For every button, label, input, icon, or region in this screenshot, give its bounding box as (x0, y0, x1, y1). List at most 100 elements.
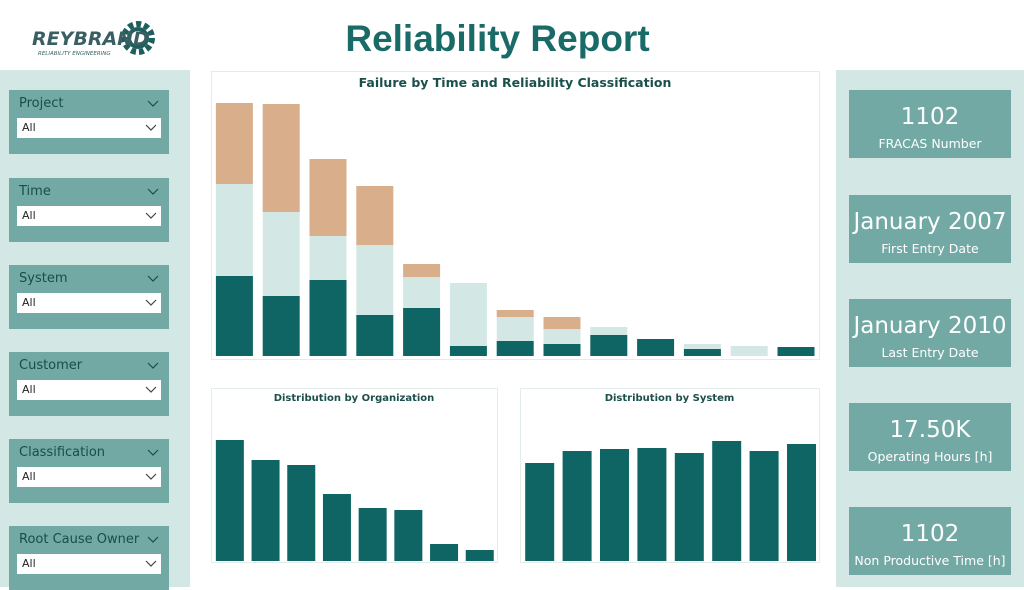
bar-segment (590, 327, 628, 335)
kpi-label: Last Entry Date (881, 345, 979, 360)
bar-segment (309, 236, 347, 280)
kpi-value: 1102 (900, 521, 960, 547)
dropdown-icon (145, 212, 157, 219)
chevron (145, 299, 157, 306)
bar-segment (356, 186, 394, 245)
bar-segment (262, 296, 300, 356)
filter-label: Root Cause Owner (19, 532, 140, 547)
bar-segment (496, 341, 534, 356)
kpi-value: January 2010 (853, 313, 1007, 339)
kpi-card: January 2010 Last Entry Date (849, 299, 1011, 367)
dropdown-value: All (22, 121, 36, 134)
filter-label: Time (19, 184, 51, 199)
chevron (147, 188, 159, 195)
bar (465, 550, 494, 561)
dropdown-icon (145, 560, 157, 567)
dropdown[interactable]: All (17, 467, 161, 487)
bar-segment (403, 277, 441, 308)
bar-segment (777, 347, 815, 356)
page-title: Reliability Report (345, 18, 650, 59)
chart-title: Distribution by System (605, 393, 735, 404)
bar (251, 460, 280, 561)
bar-segment (309, 280, 347, 356)
dropdown[interactable]: All (17, 554, 161, 574)
bar (394, 510, 423, 561)
kpi-value: 1102 (900, 104, 960, 130)
bar-segment (543, 317, 581, 329)
bar-segment (590, 335, 628, 356)
chevron (145, 473, 157, 480)
bar-segment (543, 344, 581, 356)
chevron (145, 386, 157, 393)
bar-segment (683, 349, 721, 356)
chevron (145, 560, 157, 567)
bar-segment (683, 344, 721, 349)
collapse-icon (147, 100, 159, 107)
bar-segment (356, 245, 394, 315)
dropdown-value: All (22, 557, 36, 570)
bar-segment (496, 310, 534, 317)
filter-card: Root Cause Owner All (9, 526, 169, 590)
chevron (147, 362, 159, 369)
dropdown[interactable]: All (17, 118, 161, 138)
logo: REYBRAND RELIABILITY ENGINEERING (32, 21, 155, 57)
logo-gear (121, 21, 155, 55)
dropdown-value: All (22, 383, 36, 396)
filter-card: Classification All (9, 439, 169, 503)
bar-segment (730, 346, 768, 356)
bar-segment (215, 184, 253, 276)
kpi-label: Operating Hours [h] (867, 449, 993, 464)
bar (749, 451, 779, 561)
bar-segment (637, 339, 675, 356)
bar-segment (215, 276, 253, 356)
bar (430, 544, 459, 561)
collapse-icon (147, 362, 159, 369)
chevron (145, 212, 157, 219)
collapse-icon (147, 275, 159, 282)
bar (358, 508, 387, 561)
chevron (147, 100, 159, 107)
dropdown[interactable]: All (17, 206, 161, 226)
bar-segment (262, 104, 300, 212)
collapse-icon (147, 449, 159, 456)
bar (215, 440, 244, 561)
dropdown[interactable]: All (17, 380, 161, 400)
bar-segment (543, 329, 581, 344)
chevron (145, 124, 157, 131)
filter-card: Time All (9, 178, 169, 242)
kpi-card: 1102 FRACAS Number (849, 90, 1011, 158)
collapse-icon (147, 536, 159, 543)
chart-title: Distribution by Organization (274, 393, 435, 404)
chevron (147, 449, 159, 456)
filter-card: System All (9, 265, 169, 329)
chevron (147, 275, 159, 282)
dropdown-icon (145, 299, 157, 306)
dropdown-icon (145, 124, 157, 131)
bar-segment (449, 346, 487, 356)
bar (562, 451, 592, 561)
filter-card: Project All (9, 90, 169, 154)
bar-segment (449, 283, 487, 346)
bar-segment (403, 264, 441, 277)
bar (600, 449, 629, 561)
dropdown-value: All (22, 209, 36, 222)
filter-card: Customer All (9, 352, 169, 416)
dropdown-icon (145, 386, 157, 393)
filter-label: Classification (19, 445, 106, 460)
bar-segment (215, 103, 253, 184)
bar (712, 441, 742, 561)
dropdown[interactable]: All (17, 293, 161, 313)
dropdown-value: All (22, 470, 36, 483)
chevron (147, 536, 159, 543)
dropdown-value: All (22, 296, 36, 309)
bar (287, 465, 316, 561)
kpi-card: January 2007 First Entry Date (849, 195, 1011, 263)
bar-segment (403, 308, 441, 356)
bar-segment (309, 159, 347, 236)
bar (674, 453, 704, 561)
bar-segment (496, 317, 534, 341)
filter-label: System (19, 271, 68, 286)
kpi-value: 17.50K (889, 417, 971, 443)
